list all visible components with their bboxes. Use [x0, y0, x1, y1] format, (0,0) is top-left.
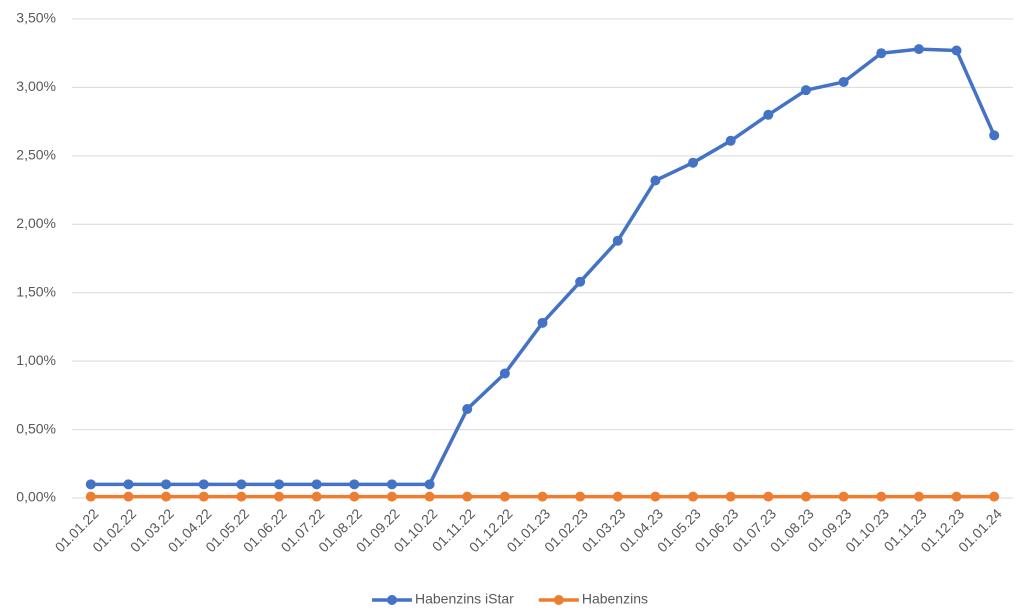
data-point	[462, 404, 473, 415]
data-point	[763, 491, 774, 502]
data-point	[913, 44, 924, 55]
y-tick-label: 1,50%	[16, 283, 56, 299]
data-point	[575, 276, 586, 287]
data-point	[311, 479, 322, 490]
data-point	[274, 479, 285, 490]
data-point	[161, 479, 172, 490]
data-point	[85, 479, 96, 490]
y-tick-label: 2,00%	[16, 215, 56, 231]
data-point	[499, 491, 510, 502]
data-point	[236, 491, 247, 502]
data-point	[688, 157, 699, 168]
data-point	[575, 491, 586, 502]
data-point	[537, 491, 548, 502]
y-tick-label: 3,50%	[16, 10, 56, 26]
y-tick-label: 1,00%	[16, 352, 56, 368]
y-tick-label: 2,50%	[16, 147, 56, 163]
data-point	[989, 491, 1000, 502]
data-point	[725, 135, 736, 146]
data-point	[349, 479, 360, 490]
series-line	[90, 47, 996, 487]
data-point	[537, 317, 548, 328]
data-point	[725, 491, 736, 502]
data-point	[349, 491, 360, 502]
data-point	[913, 491, 924, 502]
data-point	[424, 491, 435, 502]
data-point	[123, 479, 134, 490]
data-point	[650, 175, 661, 186]
data-point	[386, 491, 397, 502]
legend-marker	[553, 595, 564, 605]
data-point	[198, 479, 209, 490]
data-point	[876, 491, 887, 502]
y-tick-label: 3,00%	[16, 78, 56, 94]
legend-label: Habenzins	[582, 591, 648, 607]
data-point	[198, 491, 209, 502]
data-point	[236, 479, 247, 490]
y-tick-label: 0,50%	[16, 420, 56, 436]
data-point	[612, 235, 623, 246]
data-point	[838, 491, 849, 502]
data-point	[800, 85, 811, 96]
data-point	[424, 479, 435, 490]
data-point	[274, 491, 285, 502]
data-point	[951, 45, 962, 56]
data-point	[688, 491, 699, 502]
data-point	[989, 130, 1000, 141]
data-point	[650, 491, 661, 502]
data-point	[800, 491, 811, 502]
data-point	[311, 491, 322, 502]
data-point	[838, 76, 849, 87]
data-point	[123, 491, 134, 502]
data-point	[85, 491, 96, 502]
data-point	[499, 368, 510, 379]
data-point	[763, 109, 774, 120]
legend-label: Habenzins iStar	[415, 591, 514, 607]
data-point	[386, 479, 397, 490]
data-point	[951, 491, 962, 502]
data-point	[161, 491, 172, 502]
data-point	[612, 491, 623, 502]
y-tick-label: 0,00%	[16, 489, 56, 505]
data-point	[462, 491, 473, 502]
data-point	[876, 48, 887, 59]
legend-marker	[387, 595, 397, 605]
